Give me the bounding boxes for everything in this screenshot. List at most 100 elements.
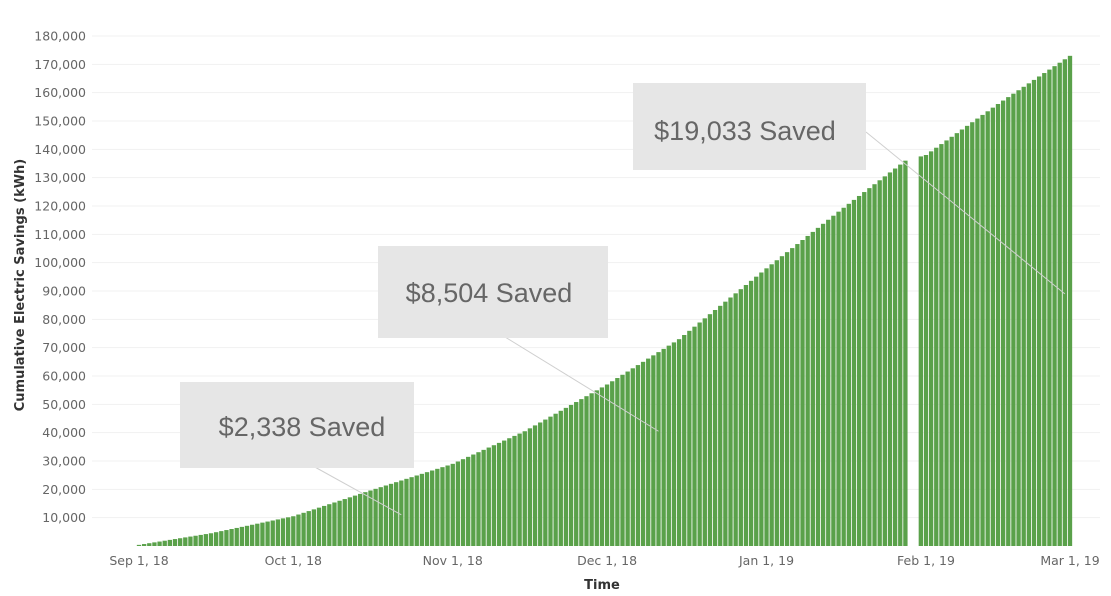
y-axis: 10,000 20,000 30,000 40,000 50,000 60,000 70,0… <box>34 29 86 526</box>
bar <box>1016 90 1021 546</box>
bar <box>841 207 846 546</box>
bar <box>769 264 774 546</box>
y-tick-label: 10,000 <box>42 510 86 525</box>
bar <box>399 480 404 546</box>
x-tick-label: Oct 1, 18 <box>265 553 322 568</box>
bar <box>594 390 599 546</box>
y-tick-label: 130,000 <box>34 170 86 185</box>
bar <box>1000 100 1006 547</box>
y-tick-label: 140,000 <box>34 142 86 157</box>
bar <box>903 160 908 546</box>
bar <box>964 125 970 546</box>
bar <box>239 526 245 546</box>
bar <box>712 310 718 546</box>
bar <box>990 107 996 547</box>
bar <box>815 227 821 546</box>
bar <box>1036 76 1042 546</box>
y-tick-label: 170,000 <box>34 57 86 72</box>
y-tick-label: 180,000 <box>34 29 86 44</box>
bar <box>512 435 517 546</box>
bar <box>1052 66 1057 547</box>
bar <box>970 122 975 546</box>
bar <box>1026 83 1032 546</box>
bar <box>1011 93 1016 546</box>
bar <box>872 184 877 546</box>
bar <box>306 511 311 546</box>
bar <box>183 537 188 546</box>
x-tick-label: Sep 1, 18 <box>109 553 168 568</box>
bar <box>743 285 749 546</box>
bar <box>733 293 738 546</box>
bar <box>517 433 522 546</box>
bar <box>270 520 275 546</box>
bar <box>286 517 291 546</box>
bar <box>949 136 954 547</box>
callout-leader-line <box>865 131 1066 295</box>
bar <box>496 442 502 546</box>
bar <box>507 438 512 546</box>
bar <box>301 512 306 546</box>
bar <box>923 155 929 546</box>
bar <box>337 500 342 546</box>
bar <box>666 345 671 546</box>
bar <box>280 518 286 546</box>
savings-callout: $2,338 Saved <box>180 382 414 516</box>
y-tick-label: 70,000 <box>42 340 86 355</box>
bar <box>394 482 399 546</box>
bar <box>327 504 332 546</box>
callout-label: $8,504 Saved <box>406 278 573 308</box>
callout-box <box>378 246 608 338</box>
y-tick-label: 50,000 <box>42 397 86 412</box>
annotations: $2,338 Saved $8,504 Saved $19,033 Saved <box>180 83 1066 516</box>
bar <box>193 535 198 546</box>
y-tick-label: 90,000 <box>42 284 86 299</box>
bar <box>759 272 764 546</box>
bar <box>790 248 795 546</box>
bar <box>784 252 790 546</box>
bar <box>553 413 558 546</box>
bar <box>1021 86 1026 547</box>
bar <box>177 538 183 546</box>
bar <box>707 314 713 546</box>
y-tick-label: 100,000 <box>34 255 86 270</box>
bar <box>805 235 810 546</box>
bar <box>615 378 620 546</box>
bar <box>702 318 707 546</box>
bar <box>152 542 157 546</box>
bar <box>728 297 733 546</box>
savings-callout: $19,033 Saved <box>633 83 1066 295</box>
bar <box>424 472 430 546</box>
bar <box>363 492 368 546</box>
bar <box>203 534 209 546</box>
bar <box>157 541 162 546</box>
callout-leader-line <box>312 465 402 516</box>
bar <box>172 539 178 546</box>
bar <box>671 342 677 546</box>
bar <box>291 516 296 546</box>
bar <box>311 509 317 546</box>
bar <box>275 519 281 546</box>
bar <box>646 358 651 546</box>
bar <box>543 419 548 546</box>
bar <box>877 180 882 547</box>
bar <box>388 483 394 546</box>
bar <box>548 416 553 546</box>
bar <box>244 525 250 546</box>
bar <box>538 422 543 546</box>
bar <box>249 524 255 546</box>
bar <box>738 289 743 546</box>
callout-box <box>180 382 414 468</box>
bar <box>373 488 378 546</box>
bar <box>404 478 409 546</box>
bar <box>692 326 697 546</box>
bar <box>820 223 826 547</box>
x-axis-title: Time <box>584 578 620 593</box>
bar <box>826 219 831 546</box>
bar <box>260 522 265 546</box>
bar <box>898 164 903 547</box>
y-tick-label: 60,000 <box>42 369 86 384</box>
y-tick-label: 30,000 <box>42 454 86 469</box>
bar <box>584 396 589 546</box>
bar <box>435 468 440 546</box>
bar <box>1057 62 1062 546</box>
